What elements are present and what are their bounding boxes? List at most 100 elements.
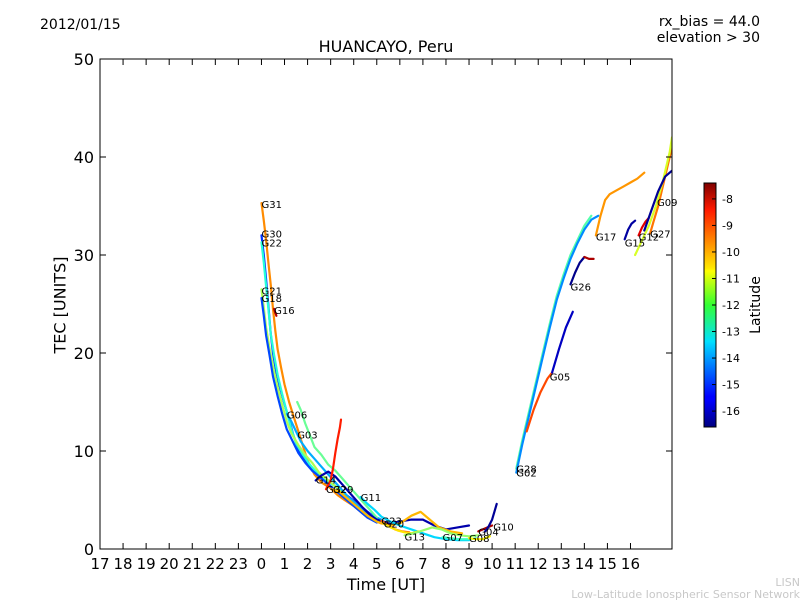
sat-label-g27: G27	[650, 229, 670, 240]
series-line-g26	[569, 255, 586, 286]
x-axis-label: Time [UT]	[346, 575, 426, 594]
y-tick-label: 50	[74, 50, 94, 69]
series-line-g16	[273, 307, 278, 317]
sat-label-g05: G05	[550, 373, 570, 384]
colorbar-ticks: -8 -9 -10 -11 -12 -13 -14 -15 -16	[712, 193, 740, 418]
x-tick-label: 21	[183, 555, 202, 573]
series-line-g18	[260, 297, 378, 524]
series-line-g05	[525, 371, 554, 433]
plot-frame	[99, 58, 673, 550]
series-line-g31	[260, 202, 383, 525]
x-tick-label: 4	[349, 555, 359, 573]
series-line-g32	[324, 418, 343, 491]
sat-label-g06: G06	[287, 411, 307, 422]
sat-label-g02: G02	[516, 469, 536, 480]
x-tick-label: 8	[441, 555, 451, 573]
colorbar-tick-label: -9	[722, 219, 733, 232]
colorbar-tick-label: -10	[722, 246, 740, 259]
sat-label-g18: G18	[262, 294, 282, 305]
sat-label-g12: G12	[639, 232, 659, 243]
sat-label-g14: G14	[316, 475, 336, 486]
colorbar-tick-label: -13	[722, 326, 740, 339]
rx-bias-info: rx_bias = 44.0 elevation > 30	[657, 14, 760, 46]
x-tick-label: 23	[229, 555, 248, 573]
series-line-g09b	[643, 169, 672, 232]
sat-label-g29: G29	[333, 485, 353, 496]
colorbar-tick-label: -15	[722, 379, 740, 392]
sat-label-g30: G30	[262, 229, 282, 240]
x-tick-label: 10	[483, 555, 502, 573]
x-tick-label: 7	[418, 555, 428, 573]
colorbar-tick-label: -14	[722, 352, 740, 365]
series-line-g10	[484, 502, 498, 533]
date-label: 2012/01/15	[40, 17, 121, 33]
x-tick-label: 17	[90, 555, 109, 573]
series-line-g05b	[551, 310, 574, 374]
sat-label-g22: G22	[262, 238, 282, 249]
y-tick-label: 30	[74, 246, 94, 265]
x-tick-label: 3	[326, 555, 336, 573]
sat-label-g04: G04	[478, 527, 498, 538]
satellite-labels: G31G30G22G21G18G16G06G03G14G32G29G11G23G…	[262, 198, 678, 545]
elevation-label: elevation > 30	[656, 30, 760, 46]
sat-label-g26: G26	[571, 282, 591, 293]
series-line-g11	[359, 496, 471, 542]
x-tick-label: 15	[598, 555, 617, 573]
y-tick-label: 10	[74, 442, 94, 461]
x-tick-label: 19	[137, 555, 156, 573]
x-tick-label: 11	[506, 555, 525, 573]
x-tick-label: 16	[621, 555, 640, 573]
sat-label-g13: G13	[405, 532, 425, 543]
sat-label-g10: G10	[493, 523, 513, 534]
x-tick-label: 14	[575, 555, 594, 573]
colorbar-tick-label: -11	[722, 272, 740, 285]
footer-network-name: Low-Latitude Ionospheric Sensor Network	[571, 588, 800, 601]
sat-label-g09: G09	[657, 198, 677, 209]
x-tick-label: 1	[280, 555, 290, 573]
series-line-g02	[515, 214, 600, 474]
colorbar-tick-label: -16	[722, 405, 740, 418]
series-layer	[260, 136, 672, 542]
x-tick-label: 0	[257, 555, 267, 573]
y-tick-label: 20	[74, 344, 94, 363]
series-line-g03	[296, 400, 378, 519]
series-line-g09	[634, 136, 672, 257]
sat-label-g32: G32	[326, 485, 346, 496]
series-line-g27	[649, 146, 672, 235]
x-tick-label: 5	[372, 555, 382, 573]
chart-title: HUANCAYO, Peru	[318, 37, 454, 56]
sat-label-g03: G03	[297, 430, 317, 441]
x-tick-label: 2	[303, 555, 313, 573]
x-tick-label: 12	[529, 555, 548, 573]
series-line-g15	[623, 219, 637, 241]
footer-network-abbrev: LISN	[775, 576, 800, 589]
x-tick-label: 13	[552, 555, 571, 573]
series-line-g17	[594, 171, 646, 237]
sat-label-g21: G21	[262, 286, 282, 297]
sat-label-g20: G20	[384, 520, 404, 531]
y-tick-label: 0	[84, 540, 94, 559]
colorbar-tick-label: -8	[722, 193, 733, 206]
sat-label-g31: G31	[262, 200, 282, 211]
x-tick-label: 9	[464, 555, 474, 573]
x-tick-label: 20	[160, 555, 179, 573]
rx-bias-label: rx_bias = 44.0	[658, 14, 760, 30]
series-line-g08	[467, 535, 491, 541]
sat-label-g17: G17	[596, 232, 616, 243]
series-line-g13	[403, 526, 480, 538]
colorbar-tick-label: -12	[722, 299, 740, 312]
sat-label-g28: G28	[516, 465, 536, 476]
sat-label-g15: G15	[625, 238, 645, 249]
x-tick-label: 22	[206, 555, 225, 573]
x-tick-label: 6	[395, 555, 405, 573]
series-line-g26b	[583, 255, 595, 260]
sat-label-g08: G08	[469, 534, 489, 545]
sat-label-g23: G23	[381, 517, 401, 528]
x-tick-label: 18	[114, 555, 133, 573]
sat-label-g11: G11	[361, 493, 381, 504]
sat-label-g07: G07	[443, 533, 463, 544]
sat-label-g16: G16	[274, 306, 294, 317]
series-line-g06	[285, 412, 383, 521]
